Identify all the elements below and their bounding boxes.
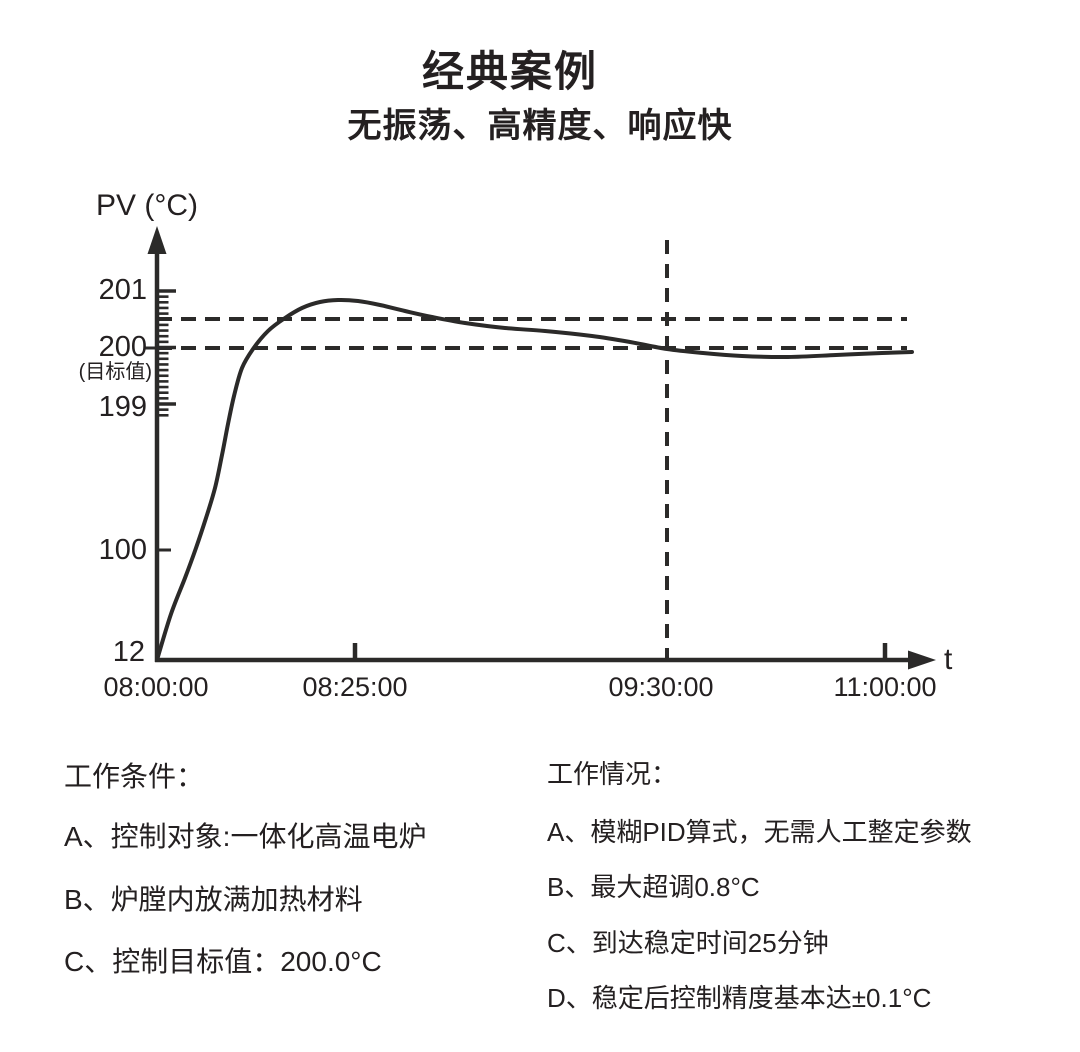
page-title: 经典案例 (421, 48, 598, 95)
working-performance-section: 工作情况： A、模糊PID算式，无需人工整定参数 B、最大超调0.8°C C、到… (547, 760, 1047, 1040)
performance-item-b: B、最大超调0.8°C (547, 872, 760, 903)
y-tick-label-100: 100 (98, 534, 147, 566)
condition-item-a: A、控制对象:一体化高温电炉 (64, 820, 427, 852)
y-tick-label-201: 201 (98, 274, 147, 306)
x-tick-label-082500: 08:25:00 (302, 672, 408, 702)
condition-item-c: C、控制目标值：200.0°C (64, 946, 382, 978)
y-axis-ruler-ticks (157, 289, 176, 417)
x-tick-label-110000: 11:00:00 (833, 672, 937, 702)
performance-item-c: C、到达稳定时间25分钟 (547, 927, 829, 958)
working-conditions-section: 工作条件： A、控制对象:一体化高温电炉 B、炉膛内放满加热材料 C、控制目标值… (64, 761, 534, 1010)
pv-curve (155, 297, 914, 662)
y-tick-label-12: 12 (112, 636, 145, 668)
y-target-note: (目标值) (78, 361, 152, 383)
x-tick-label-080000: 08:00:00 (103, 672, 209, 702)
x-tick-label-093000: 09:30:00 (608, 672, 714, 702)
y-tick-label-200: 200 (98, 331, 147, 363)
x-axis-arrow-icon (908, 650, 936, 670)
y-axis-arrow-icon (147, 226, 167, 254)
performance-item-a: A、模糊PID算式，无需人工整定参数 (547, 816, 972, 847)
y-tick-label-199: 199 (98, 391, 147, 423)
page-subtitle: 无振荡、高精度、响应快 (347, 107, 733, 145)
y-axis-title: PV (°C) (96, 189, 198, 222)
x-axis-title: t (944, 643, 953, 676)
working-conditions-heading: 工作条件： (64, 761, 205, 792)
working-performance-heading: 工作情况： (547, 759, 678, 789)
condition-item-b: B、炉膛内放满加热材料 (64, 883, 363, 915)
performance-item-d: D、稳定后控制精度基本达±0.1°C (547, 983, 932, 1014)
